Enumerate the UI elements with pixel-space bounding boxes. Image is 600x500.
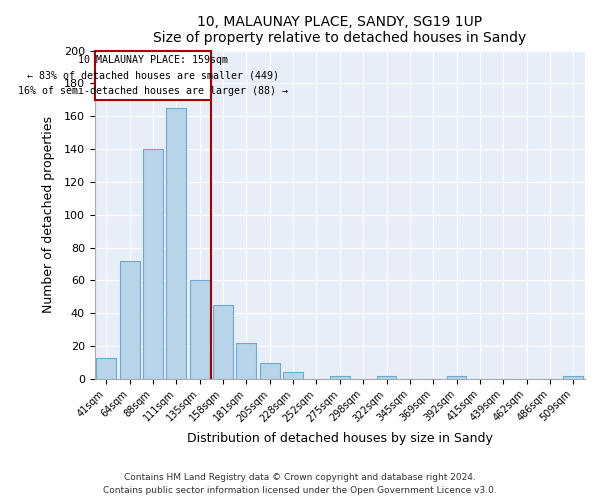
Title: 10, MALAUNAY PLACE, SANDY, SG19 1UP
Size of property relative to detached houses: 10, MALAUNAY PLACE, SANDY, SG19 1UP Size… <box>153 15 526 45</box>
Text: 10 MALAUNAY PLACE: 159sqm
← 83% of detached houses are smaller (449)
16% of semi: 10 MALAUNAY PLACE: 159sqm ← 83% of detac… <box>18 54 288 96</box>
Bar <box>446 376 466 379</box>
Bar <box>330 376 350 379</box>
Bar <box>166 108 186 379</box>
Bar <box>377 376 397 379</box>
Bar <box>236 343 256 379</box>
X-axis label: Distribution of detached houses by size in Sandy: Distribution of detached houses by size … <box>187 432 493 445</box>
Bar <box>190 280 209 379</box>
Bar <box>213 305 233 379</box>
Bar <box>120 260 140 379</box>
Bar <box>95 50 211 100</box>
Bar <box>143 149 163 379</box>
Text: Contains HM Land Registry data © Crown copyright and database right 2024.
Contai: Contains HM Land Registry data © Crown c… <box>103 473 497 495</box>
Bar <box>563 376 583 379</box>
Bar <box>97 358 116 379</box>
Y-axis label: Number of detached properties: Number of detached properties <box>43 116 55 313</box>
Bar <box>260 362 280 379</box>
Bar <box>283 372 303 379</box>
